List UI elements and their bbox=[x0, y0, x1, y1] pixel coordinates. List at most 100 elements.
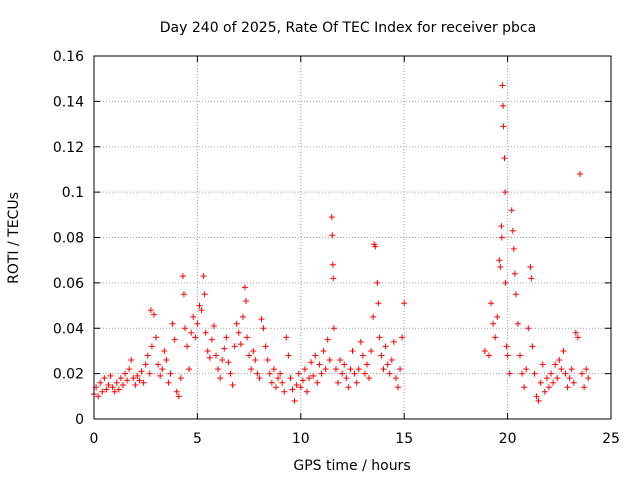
y-tick-label: 0.16 bbox=[53, 49, 84, 65]
data-point bbox=[539, 361, 546, 368]
data-point bbox=[210, 322, 217, 329]
x-tick-label: 20 bbox=[499, 431, 517, 447]
data-point bbox=[173, 388, 180, 395]
data-point bbox=[341, 361, 348, 368]
data-point bbox=[512, 291, 519, 298]
data-point bbox=[502, 279, 509, 286]
data-point bbox=[244, 334, 251, 341]
data-point bbox=[485, 352, 492, 359]
data-point bbox=[204, 347, 211, 354]
data-point bbox=[386, 370, 393, 377]
data-point bbox=[335, 379, 342, 386]
data-point bbox=[213, 352, 220, 359]
data-point bbox=[229, 381, 236, 388]
data-point bbox=[200, 273, 207, 280]
data-point bbox=[248, 366, 255, 373]
data-point bbox=[142, 361, 149, 368]
data-point bbox=[241, 284, 248, 291]
data-point bbox=[568, 366, 575, 373]
data-point bbox=[223, 334, 230, 341]
data-point bbox=[506, 370, 513, 377]
data-point bbox=[384, 361, 391, 368]
grid bbox=[94, 56, 611, 419]
data-point bbox=[361, 370, 368, 377]
data-point bbox=[103, 386, 110, 393]
x-tick-label: 5 bbox=[193, 431, 202, 447]
data-point bbox=[184, 343, 191, 350]
data-point bbox=[279, 379, 286, 386]
data-point bbox=[237, 341, 244, 348]
data-point bbox=[508, 207, 515, 214]
data-point bbox=[180, 291, 187, 298]
data-point bbox=[488, 300, 495, 307]
data-point bbox=[254, 370, 261, 377]
data-point bbox=[314, 379, 321, 386]
data-point bbox=[585, 375, 592, 382]
data-point bbox=[504, 352, 511, 359]
data-point bbox=[148, 343, 155, 350]
data-point bbox=[509, 227, 516, 234]
data-point bbox=[233, 320, 240, 327]
data-point bbox=[227, 370, 234, 377]
data-point bbox=[552, 361, 559, 368]
y-tick-label: 0.14 bbox=[53, 94, 84, 110]
data-point bbox=[124, 377, 131, 384]
data-point bbox=[109, 384, 116, 391]
data-point bbox=[111, 388, 118, 395]
data-point bbox=[126, 366, 133, 373]
y-axis: 0 0.02 0.04 0.06 0.08 0.1 0.12 0.14 0.16 bbox=[53, 49, 611, 428]
data-point bbox=[494, 313, 501, 320]
data-point bbox=[330, 325, 337, 332]
data-point bbox=[498, 223, 505, 230]
data-point bbox=[231, 343, 238, 350]
data-point bbox=[543, 375, 550, 382]
data-point bbox=[329, 261, 336, 268]
data-point bbox=[392, 375, 399, 382]
data-point bbox=[147, 307, 154, 314]
data-point bbox=[306, 375, 313, 382]
data-point bbox=[215, 366, 222, 373]
data-point bbox=[297, 384, 304, 391]
data-point bbox=[190, 313, 197, 320]
data-point bbox=[388, 357, 395, 364]
data-point bbox=[399, 334, 406, 341]
data-point bbox=[329, 232, 336, 239]
y-axis-label: ROTI / TECUs bbox=[6, 192, 22, 284]
data-point bbox=[130, 375, 137, 382]
data-point bbox=[138, 368, 145, 375]
data-point bbox=[188, 329, 195, 336]
data-point bbox=[574, 334, 581, 341]
data-point bbox=[95, 393, 102, 400]
data-point bbox=[132, 381, 139, 388]
data-point bbox=[368, 347, 375, 354]
data-point bbox=[136, 377, 143, 384]
data-point bbox=[270, 366, 277, 373]
data-point bbox=[320, 347, 327, 354]
chart-title: Day 240 of 2025, Rate Of TEC Index for r… bbox=[160, 20, 536, 36]
data-point bbox=[583, 366, 590, 373]
data-point bbox=[324, 336, 331, 343]
data-point bbox=[554, 375, 561, 382]
data-point bbox=[374, 279, 381, 286]
data-point bbox=[283, 334, 290, 341]
y-tick-label: 0.04 bbox=[53, 321, 84, 337]
data-point bbox=[496, 257, 503, 264]
x-axis-label: GPS time / hours bbox=[293, 458, 410, 474]
x-tick-label: 0 bbox=[90, 431, 99, 447]
data-point bbox=[560, 347, 567, 354]
data-point bbox=[122, 370, 129, 377]
data-point bbox=[332, 366, 339, 373]
data-point bbox=[500, 123, 507, 130]
data-markers bbox=[91, 82, 592, 404]
data-point bbox=[208, 336, 215, 343]
data-point bbox=[572, 329, 579, 336]
data-point bbox=[517, 352, 524, 359]
data-point bbox=[500, 102, 507, 109]
data-point bbox=[301, 366, 308, 373]
data-point bbox=[117, 375, 124, 382]
data-point bbox=[525, 325, 532, 332]
y-tick-label: 0.1 bbox=[62, 185, 84, 201]
data-point bbox=[246, 352, 253, 359]
data-point bbox=[155, 361, 162, 368]
data-point bbox=[175, 393, 182, 400]
